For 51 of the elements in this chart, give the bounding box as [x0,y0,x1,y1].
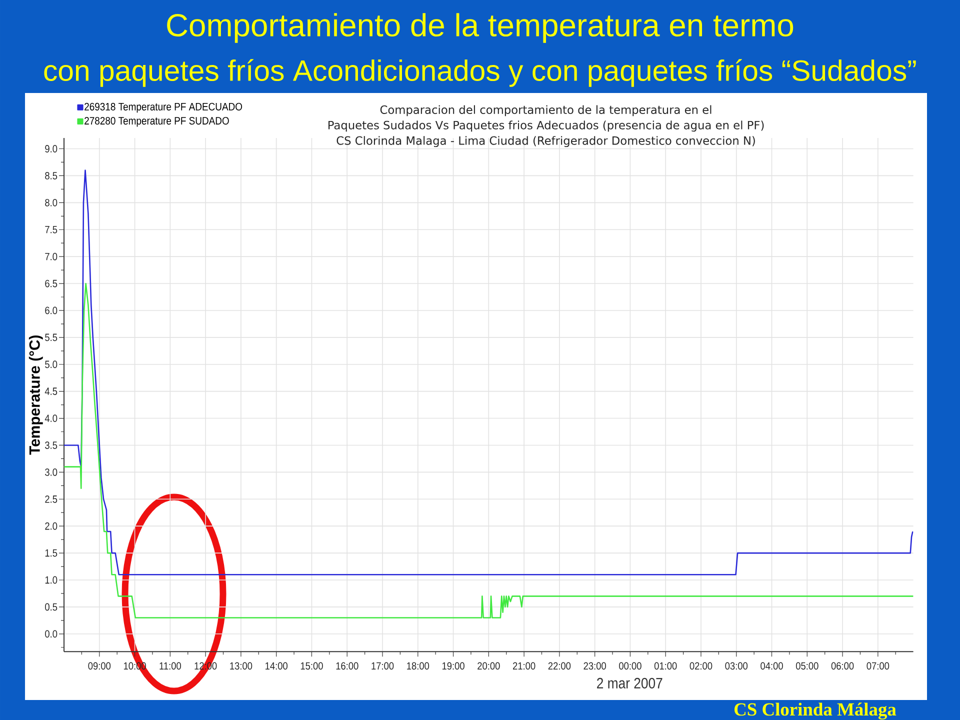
x-tick-label: 05:00 [796,662,818,670]
y-tick-label: 5.5 [45,334,58,342]
x-tick-label: 21:00 [513,662,536,670]
y-tick-label: 2.5 [45,495,58,503]
x-tick-label: 16:00 [336,662,358,670]
chart-subtitle: con paquetes fríos Acondicionados y con paquetes fríos “Sudados” [44,59,916,87]
y-tick-label: 9.0 [45,145,58,152]
y-tick-label: 6.5 [45,280,58,288]
x-tick-label: 03:00 [725,662,748,670]
x-tick-label: 19:00 [442,662,464,670]
x-tick-label: 22:00 [548,662,571,670]
x-tick-label: 02:00 [690,662,712,670]
x-tick-label: 04:00 [760,662,783,670]
chart-title: Comportamiento de la temperatura en termo [167,13,794,43]
x-tick-label: 07:00 [866,662,890,670]
y-tick-label: 3.5 [45,442,58,449]
y-tick-label: 5.0 [45,360,58,368]
y-tick-label: 4.5 [44,388,58,395]
x-tick-label: 13:00 [230,662,252,670]
y-tick-label: 4.0 [44,414,58,422]
y-tick-label: 2.0 [45,522,58,530]
legend-label: 269318 Temperature PF ADECUADO [84,102,242,113]
text: Comparacion del comportamiento de la temperatura en el [380,105,712,116]
x-axis-title: 2 mar 2007 [597,678,662,688]
y-tick-label: 7.5 [45,226,58,234]
x-tick-label: 01:00 [654,662,677,670]
annotation: CS Clorinda Malaga - Lima Ciudad (Refrigerador Domestico conveccion N) [336,136,755,148]
x-tick-label: 15:00 [300,662,323,670]
y-axis-title: Temperature (°C) [28,335,43,455]
text: CS Clorinda Málaga [734,702,896,720]
y-tick-label: 1.0 [45,576,58,584]
x-tick-label: 23:00 [584,662,606,670]
text: Paquetes Sudados Vs Paquetes frios Adecuados (presencia de agua en el PF) [328,120,764,132]
x-tick-label: 17:00 [372,662,394,670]
x-tick-label: 00:00 [619,662,642,670]
x-tick-label: 06:00 [831,662,854,670]
x-tick-label: 09:00 [88,662,111,670]
y-tick-label: 0.0 [45,630,58,638]
x-tick-label: 14:00 [266,662,288,670]
y-tick-label: 0.5 [45,603,58,611]
x-tick-label: 20:00 [478,662,500,670]
line-series [64,282,914,618]
legend-label: 278280 Temperature PF SUDADO [84,116,229,127]
x-tick-label: 11:00 [160,662,181,670]
y-tick-label: 1.5 [45,549,58,557]
y-tick-label: 8.0 [45,198,58,206]
y-tick-label: 8.5 [45,172,58,180]
y-tick-label: 6.0 [45,306,58,314]
y-tick-label: 3.0 [45,468,58,476]
x-tick-label: 18:00 [407,662,430,670]
y-tick-label: 7.0 [45,252,58,260]
